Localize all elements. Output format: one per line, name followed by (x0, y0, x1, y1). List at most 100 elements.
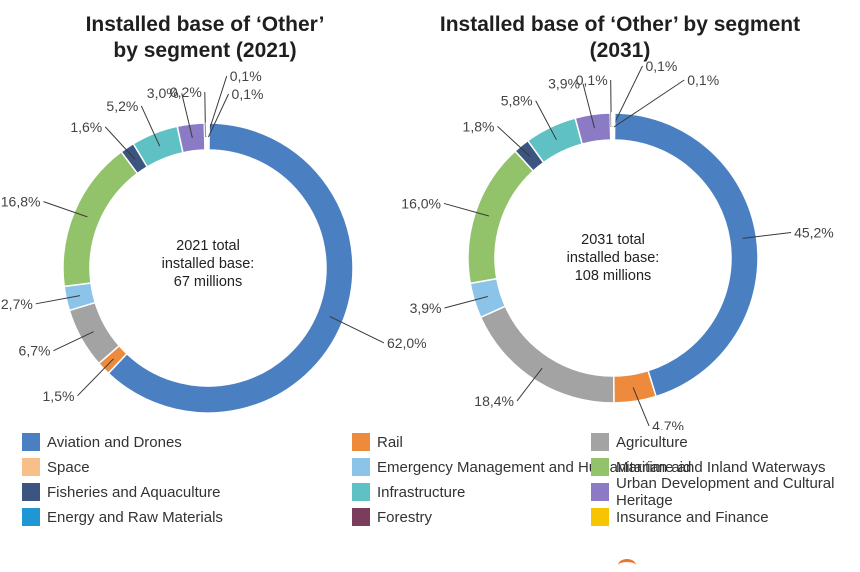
donut-0-slice-0 (107, 122, 354, 414)
donut-0-data-label-7: 3,0% (147, 85, 179, 101)
donut-1-slice-4 (467, 150, 535, 285)
donut-1-center-text-0: 2031 total (581, 232, 645, 248)
donut-0-leader-3 (35, 295, 81, 305)
donut-0-center-text-2: 67 millions (174, 274, 243, 290)
donut-1: 45,2%4,7%18,4%3,9%16,0%1,8%5,8%3,9%0,1%0… (401, 58, 833, 430)
legend-label: Emergency Management and Humanitarian ai… (377, 458, 692, 476)
donut-1-data-label-3: 3,9% (410, 300, 442, 316)
donut-0-data-label-4: 16,8% (1, 194, 41, 210)
legend-label: Forestry (377, 508, 433, 526)
donut-1-data-label-7: 3,9% (548, 76, 580, 92)
legend-label: Maritime and Inland Waterways (616, 458, 826, 476)
donut-charts: 62,0% 1,5% 6,7% 2,7% 16,8% 1,6%5,2% 3,0%0,2% 0,… (1, 58, 834, 430)
donut-0-data-label-10: 0,1% (232, 86, 264, 102)
legend-swatch (22, 508, 40, 526)
legend-label: Agriculture (616, 433, 688, 451)
donut-1-data-label-9: 0,1% (645, 58, 677, 74)
donut-0-leader-2 (53, 331, 94, 352)
legend-item: Rail (352, 432, 403, 452)
donut-1-leader-1 (632, 387, 650, 427)
legend-swatch (591, 433, 609, 451)
donut-1-slice-1 (612, 369, 658, 404)
donut-0-leader-7 (181, 93, 193, 139)
donut-1-leader-4 (443, 202, 490, 217)
legend-swatch (352, 483, 370, 501)
legend-label: Insurance and Finance (616, 508, 769, 526)
donut-0-data-label-5: 1,6% (70, 119, 102, 135)
legend-label: Urban Development and Cultural Heritage (616, 475, 835, 509)
donut-0-leader-1 (77, 358, 114, 397)
donut-0-leader-4 (43, 201, 88, 218)
legend-item: Insurance and Finance (591, 507, 769, 527)
donut-1-center-text-2: 108 millions (575, 268, 652, 284)
donut-1-slice-2 (479, 305, 615, 404)
legend-swatch (352, 433, 370, 451)
legend-item: Agriculture (591, 432, 688, 452)
donut-0-slice-4 (62, 150, 139, 288)
legend-swatch (22, 433, 40, 451)
donut-0: 62,0% 1,5% 6,7% 2,7% 16,8% 1,6%5,2% 3,0%0,2% 0,… (1, 68, 427, 414)
donut-1-leader-6 (535, 100, 557, 141)
legend: Aviation and Drones Rail Agriculture Space E… (0, 430, 860, 566)
legend-swatch (591, 458, 609, 476)
legend-swatch (22, 483, 40, 501)
legend-item: Infrastructure (352, 482, 465, 502)
donut-0-center-text-0: 2021 total (176, 238, 240, 254)
chart-title-2021: Installed base of ‘Other’ by segment (20… (20, 12, 390, 64)
donut-1-data-label-2: 18,4% (474, 393, 514, 409)
legend-item: Maritime and Inland Waterways (591, 457, 826, 477)
donut-0-data-label-3: 2,7% (1, 296, 33, 312)
legend-item: Urban Development and Cultural Heritage (591, 475, 860, 509)
donut-0-center-text-1: installed base: (162, 256, 255, 272)
donut-0-data-label-2: 6,7% (19, 343, 51, 359)
chart-title-2021-line2: by segment (2021) (113, 39, 297, 62)
legend-item: Aviation and Drones (22, 432, 182, 452)
donut-1-slice-7 (574, 112, 612, 146)
donut-0-leader-6 (140, 105, 161, 147)
legend-label: Infrastructure (377, 483, 466, 501)
donut-0-slice-7 (176, 122, 206, 154)
donut-0-data-label-8: 0,2% (170, 84, 202, 100)
donut-1-data-label-8: 0,1% (576, 72, 608, 88)
chart-title-2031: Installed base of ‘Other’ by segment (20… (400, 12, 840, 64)
donut-1-leader-3 (444, 296, 488, 309)
decorative-arc (618, 559, 636, 572)
donut-0-leader-5 (104, 126, 136, 160)
donut-1-leader-0 (742, 231, 792, 239)
donut-1-data-label-1: 4,7% (652, 418, 684, 430)
donut-1-leader-7 (582, 83, 596, 129)
donut-1-leader-10 (613, 79, 685, 128)
donut-1-leader-2 (516, 367, 543, 402)
chart-title-2031-line1: Installed base of ‘Other’ by segment (439, 13, 801, 36)
legend-label: Space (47, 458, 90, 476)
donut-0-data-label-0: 62,0% (387, 335, 427, 351)
donut-1-data-label-6: 5,8% (501, 93, 533, 109)
legend-label: Aviation and Drones (47, 433, 182, 451)
legend-item: Energy and Raw Materials (22, 507, 223, 527)
chart-title-2031-line2: (2031) (589, 39, 651, 62)
donut-0-data-label-9: 0,1% (230, 68, 262, 84)
legend-item: Forestry (352, 507, 432, 527)
donut-1-leader-5 (497, 125, 531, 157)
donut-0-leader-8 (204, 92, 207, 138)
legend-label: Fisheries and Aquaculture (47, 483, 221, 501)
donut-1-data-label-0: 45,2% (794, 224, 834, 240)
legend-swatch (591, 483, 609, 501)
donut-1-data-label-10: 0,1% (687, 72, 719, 88)
donut-0-data-label-1: 1,5% (43, 388, 75, 404)
donut-0-leader-9 (206, 75, 228, 138)
donut-1-leader-9 (612, 65, 643, 128)
legend-item: Fisheries and Aquaculture (22, 482, 220, 502)
legend-swatch (591, 508, 609, 526)
donut-1-center-text-1: installed base: (567, 250, 660, 266)
chart-title-2021-line1: Installed base of ‘Other’ (85, 13, 325, 36)
legend-label: Energy and Raw Materials (47, 508, 223, 526)
donut-0-leader-0 (329, 316, 385, 344)
legend-item: Space (22, 457, 90, 477)
legend-swatch (352, 508, 370, 526)
legend-swatch (352, 458, 370, 476)
legend-label: Rail (377, 433, 403, 451)
donut-0-leader-10 (207, 93, 229, 138)
legend-item: Emergency Management and Humanitarian ai… (352, 457, 691, 477)
donut-1-data-label-4: 16,0% (401, 195, 441, 211)
